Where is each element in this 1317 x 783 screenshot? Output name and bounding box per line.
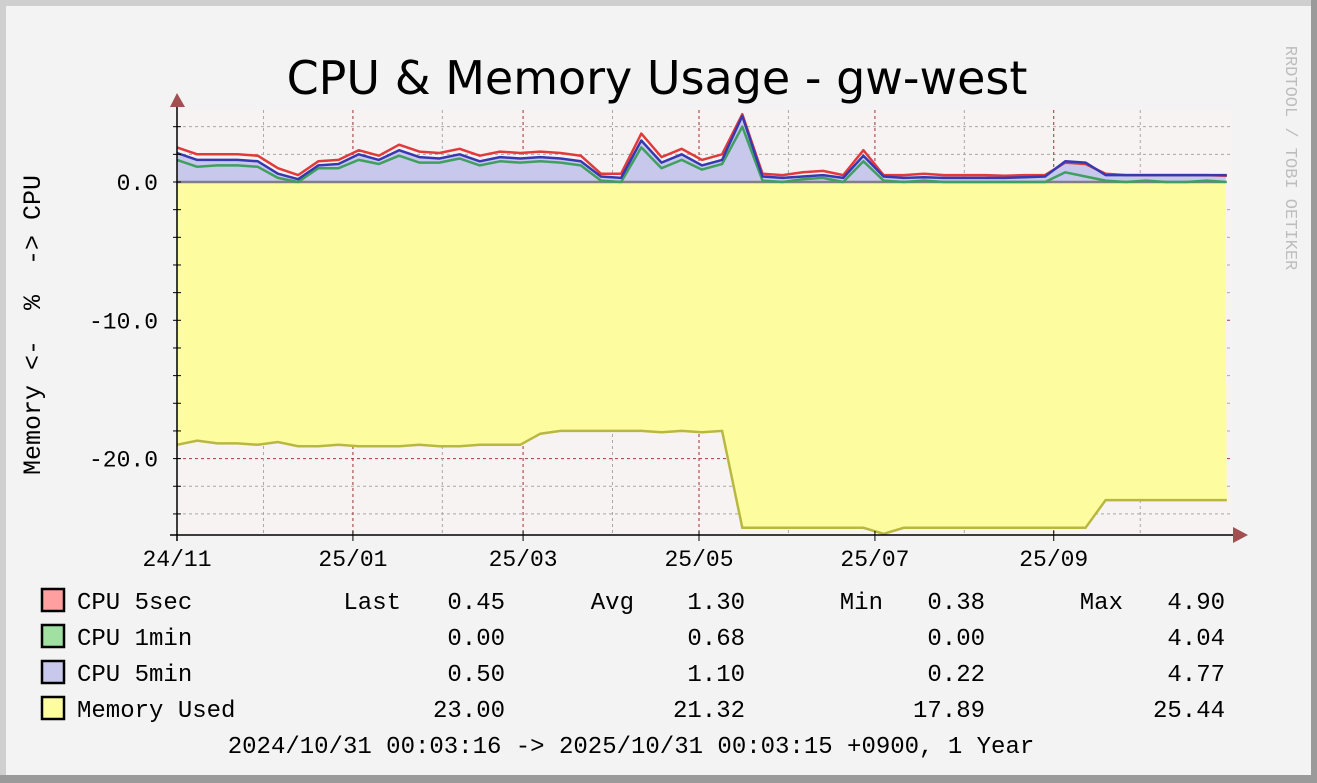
legend-swatch [40,587,66,613]
legend-swatch [40,659,66,685]
legend-value-last: 23.00 [433,698,505,725]
legend-header-max: Max [1080,590,1123,617]
legend-label: Memory Used [77,698,235,725]
legend-value-last: 0.45 [447,590,505,617]
y-axis-label: Memory <- % -> CPU [19,175,48,475]
x-tick-label: 25/09 [1019,547,1088,573]
area-cpu-5min [177,116,1227,182]
legend-header-min: Min [840,590,883,617]
legend-label: CPU 5sec [77,590,192,617]
legend-value-last: 0.50 [447,662,505,689]
legend-value-max: 4.90 [1167,590,1225,617]
legend-value-min: 17.89 [913,698,985,725]
tick-labels: 0.0 -10.0 -20.0 24/11 25/01 25/03 25/05 25/07 25… [89,171,1088,573]
line-cpu-5min [176,114,1227,181]
x-tick-label: 25/01 [318,547,387,573]
x-axis-arrow-icon [1233,527,1248,543]
y-tick-label: -20.0 [89,448,158,474]
y-tick-label: -10.0 [89,309,158,335]
legend-value-max: 25.44 [1153,698,1225,725]
legend-header-last: Last [343,590,401,617]
legend: CPU 5sec Last 0.45 Avg 1.30 Min 0.38 Max 4.90 CPU… [40,587,1225,725]
x-tick-label: 25/03 [489,547,558,573]
legend-value-avg: 1.30 [687,590,745,617]
legend-value-avg: 1.10 [687,662,745,689]
legend-label: CPU 5min [77,662,192,689]
line-memory-used [176,429,1227,536]
legend-swatch [40,695,66,721]
y-tick-label: 0.0 [117,171,158,197]
x-tick-label: 24/11 [142,547,211,573]
y-axis-arrow-icon [170,93,185,107]
legend-label: CPU 1min [77,626,192,653]
series-lines [176,112,1227,536]
legend-value-max: 4.77 [1167,662,1225,689]
line-cpu-1min [176,125,1227,184]
legend-value-avg: 21.32 [673,698,745,725]
legend-value-min: 0.00 [927,626,985,653]
legend-header-avg: Avg [591,590,634,617]
axes [170,93,1248,543]
time-period: 2024/10/31 00:03:16 -> 2025/10/31 00:03:… [228,734,1035,761]
legend-value-min: 0.22 [927,662,985,689]
x-tick-label: 25/07 [840,547,909,573]
legend-value-max: 4.04 [1167,626,1225,653]
legend-value-avg: 0.68 [687,626,745,653]
legend-value-last: 0.00 [447,626,505,653]
x-tick-label: 25/05 [664,547,733,573]
watermark: RRDTOOL / TOBI OETIKER [1280,46,1299,270]
legend-value-min: 0.38 [927,590,985,617]
legend-swatch [40,623,66,649]
chart-title: CPU & Memory Usage - gw-west [287,51,1028,105]
